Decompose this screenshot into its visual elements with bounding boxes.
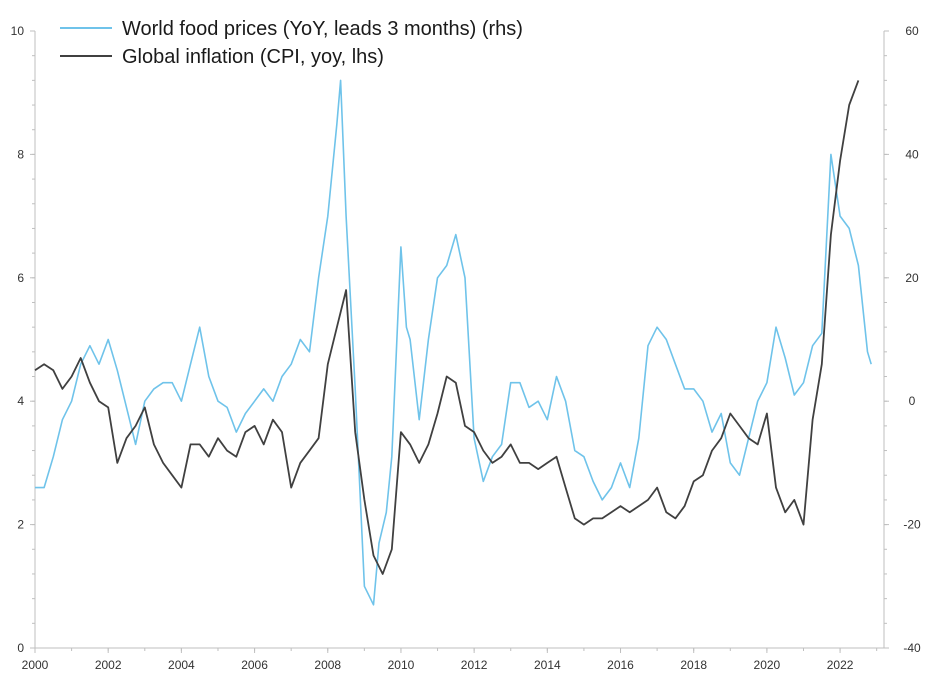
x-tick-label: 2006 — [241, 658, 268, 672]
left-tick-label: 0 — [17, 641, 24, 655]
inflation-line — [34, 80, 860, 575]
legend-label: World food prices (YoY, leads 3 months) … — [122, 18, 523, 40]
right-tick-label: -20 — [903, 518, 921, 532]
x-tick-label: 2014 — [534, 658, 561, 672]
left-tick-label: 8 — [17, 147, 24, 161]
right-tick-label: 40 — [905, 147, 919, 161]
legend-label: Global inflation (CPI, yoy, lhs) — [122, 46, 384, 68]
x-tick-label: 2018 — [680, 658, 707, 672]
series-group — [34, 79, 872, 606]
left-tick-label: 6 — [17, 271, 24, 285]
left-tick-label: 4 — [17, 394, 24, 408]
left-tick-label: 10 — [11, 24, 25, 38]
legend: World food prices (YoY, leads 3 months) … — [60, 18, 523, 68]
right-tick-label: 20 — [905, 271, 919, 285]
left-tick-label: 2 — [17, 518, 24, 532]
x-tick-label: 2010 — [388, 658, 415, 672]
x-tick-label: 2002 — [95, 658, 122, 672]
x-tick-label: 2008 — [314, 658, 341, 672]
x-tick-label: 2004 — [168, 658, 195, 672]
x-tick-label: 2012 — [461, 658, 488, 672]
x-tick-label: 2016 — [607, 658, 634, 672]
right-tick-label: -40 — [903, 641, 921, 655]
right-tick-label: 60 — [905, 24, 919, 38]
x-tick-label: 2000 — [22, 658, 49, 672]
food-prices-line — [35, 79, 872, 606]
x-tick-label: 2020 — [754, 658, 781, 672]
x-tick-label: 2022 — [827, 658, 854, 672]
right-tick-label: 0 — [909, 394, 916, 408]
tick-group: 0 2 4 6 8 10 -40 -20 0 20 40 60 2000 2002 2004 2006 2008… — [11, 24, 921, 672]
